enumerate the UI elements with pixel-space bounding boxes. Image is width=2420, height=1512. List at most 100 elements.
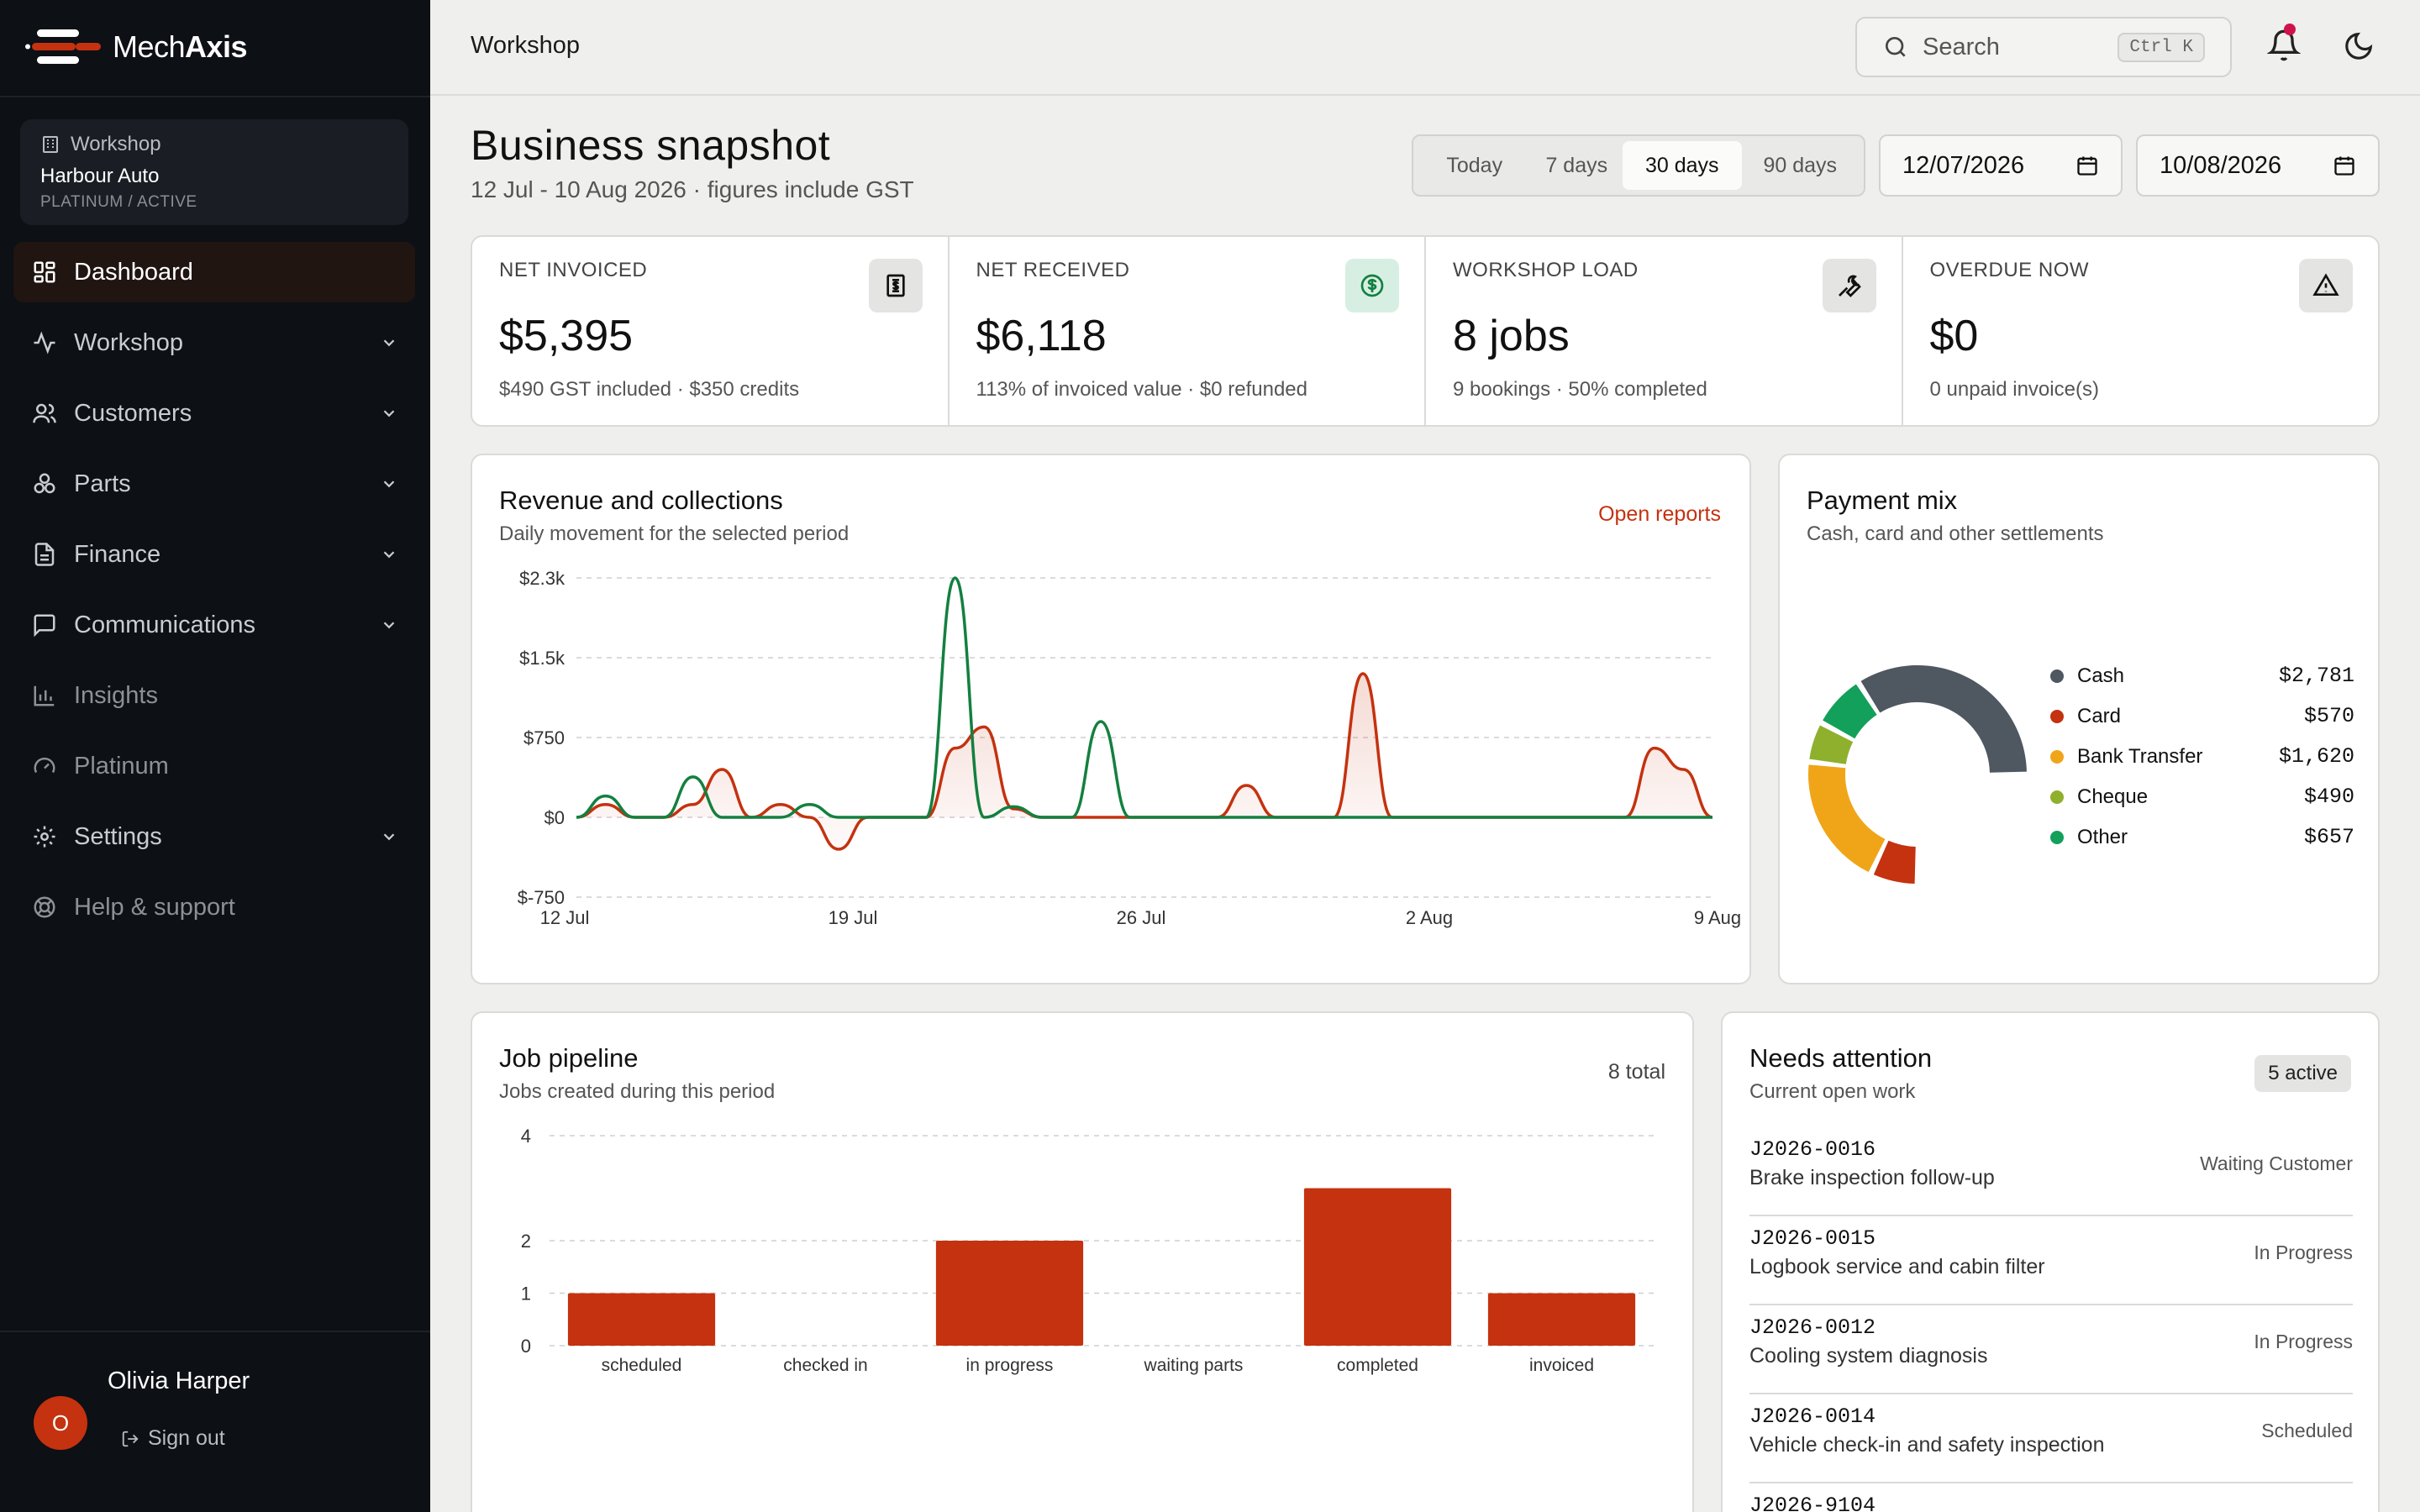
app-logo[interactable]: MechAxis xyxy=(25,22,248,72)
status-badge: 5 active xyxy=(2254,1055,2351,1092)
bar-chart-icon xyxy=(30,681,59,710)
job-code: J2026-0014 xyxy=(1749,1404,1876,1429)
lifebuoy-icon xyxy=(30,893,59,921)
warning-icon xyxy=(2299,259,2353,312)
page-subtitle: 12 Jul - 10 Aug 2026 · figures include G… xyxy=(471,176,914,202)
sidebar-item-help[interactable]: Help & support xyxy=(13,877,415,937)
legend-swatch xyxy=(2050,830,2064,844)
kpi-note: 113% of invoiced value · $0 refunded xyxy=(976,378,1308,401)
sidebar-item-workshop[interactable]: Workshop xyxy=(13,312,415,373)
date-to-input[interactable]: 10/08/2026 xyxy=(2136,134,2380,197)
sidebar-item-label: Customers xyxy=(74,399,192,427)
job-status: In Progress xyxy=(2254,1331,2353,1352)
legend-label: Cheque xyxy=(2077,785,2149,808)
kpi-label: OVERDUE NOW xyxy=(1929,259,2090,281)
card-title: Job pipeline xyxy=(499,1043,639,1073)
open-reports-link[interactable]: Open reports xyxy=(1598,502,1721,526)
job-pipeline-chart: 4 2 1 0 scheduled checked in in progress waitin… xyxy=(521,1126,1654,1375)
sign-out-button[interactable]: Sign out xyxy=(121,1426,225,1451)
sidebar-divider xyxy=(0,96,430,97)
kpi-strip: NET INVOICED $5,395 $490 GST included · … xyxy=(471,235,2380,427)
search-input[interactable]: Search Ctrl K xyxy=(1855,17,2232,77)
y-tick-label: $-750 xyxy=(518,887,565,908)
activity-icon xyxy=(30,328,59,357)
list-item[interactable]: J2026-0015 Logbook service and cabin filt… xyxy=(1749,1216,2353,1305)
list-item[interactable]: J2026-0016 Brake inspection follow-up Wait… xyxy=(1749,1127,2353,1216)
kpi-overdue-now[interactable]: OVERDUE NOW $0 0 unpaid invoice(s) xyxy=(1903,237,2379,425)
job-code: J2026-0015 xyxy=(1749,1226,1876,1251)
chevron-down-icon xyxy=(383,480,395,488)
legend-value: $2,781 xyxy=(2278,664,2354,688)
card-title: Revenue and collections xyxy=(499,486,783,515)
sidebar-item-dashboard[interactable]: Dashboard xyxy=(13,242,415,302)
donut-slice xyxy=(1873,840,1916,884)
receipt-icon xyxy=(868,259,923,312)
kpi-value: $0 xyxy=(1929,312,1979,360)
sidebar-nav: Dashboard Workshop Customers Parts Finan… xyxy=(13,242,415,948)
users-icon xyxy=(30,399,59,428)
sidebar-item-label: Help & support xyxy=(74,893,235,921)
gear-icon xyxy=(30,822,59,851)
range-7-days[interactable]: 7 days xyxy=(1545,153,1608,177)
list-item[interactable]: J2026-0012 Cooling system diagnosis In Pro… xyxy=(1749,1305,2353,1394)
legend-bank-transfer: Bank Transfer $1,620 xyxy=(2050,744,2354,769)
sidebar-item-settings[interactable]: Settings xyxy=(13,806,415,867)
job-description: Vehicle check-in and safety inspection xyxy=(1749,1433,2105,1457)
sidebar-item-finance[interactable]: Finance xyxy=(13,524,415,585)
sidebar-item-platinum[interactable]: Platinum xyxy=(13,736,415,796)
sidebar-item-parts[interactable]: Parts xyxy=(13,454,415,514)
message-icon xyxy=(30,611,59,639)
job-code: J2026-9104 xyxy=(1749,1494,1876,1512)
pipeline-total: 8 total xyxy=(1607,1060,1665,1084)
breadcrumb[interactable]: Workshop xyxy=(471,32,581,59)
kpi-workshop-load[interactable]: WORKSHOP LOAD 8 jobs 9 bookings · 50% co… xyxy=(1426,237,1903,425)
y-tick-label: $2.3k xyxy=(519,568,566,589)
sidebar-item-communications[interactable]: Communications xyxy=(13,595,415,655)
bell-icon[interactable] xyxy=(2267,29,2301,62)
moon-icon[interactable] xyxy=(2343,30,2375,62)
x-tick-label: in progress xyxy=(966,1356,1054,1375)
x-tick-label: 12 Jul xyxy=(540,907,590,928)
parts-icon xyxy=(30,470,59,498)
job-code: J2026-0012 xyxy=(1749,1315,1876,1340)
list-item[interactable]: J2026-9104 xyxy=(1749,1483,2353,1512)
building-icon xyxy=(43,136,58,153)
sidebar-item-insights[interactable]: Insights xyxy=(13,665,415,726)
user-name: Olivia Harper xyxy=(108,1368,250,1394)
sidebar-item-label: Parts xyxy=(74,470,131,497)
legend-other: Other $657 xyxy=(2050,825,2354,849)
workshop-tier: PLATINUM / ACTIVE xyxy=(40,193,197,211)
range-30-days[interactable]: 30 days xyxy=(1623,141,1742,190)
list-item[interactable]: J2026-0014 Vehicle check-in and safety in… xyxy=(1749,1394,2353,1483)
y-tick-label: $0 xyxy=(544,807,565,828)
workshop-switcher[interactable]: Workshop Harbour Auto PLATINUM / ACTIVE xyxy=(20,119,408,225)
x-tick-label: waiting parts xyxy=(1144,1356,1244,1375)
x-tick-label: invoiced xyxy=(1529,1356,1594,1375)
x-tick-label: completed xyxy=(1337,1356,1418,1375)
sign-out-label: Sign out xyxy=(148,1426,225,1450)
dashboard-icon xyxy=(30,258,59,286)
donut-slice xyxy=(1808,764,1886,873)
donut-slice xyxy=(1860,665,2027,773)
date-from-input[interactable]: 12/07/2026 xyxy=(1879,134,2123,197)
workshop-name: Harbour Auto xyxy=(40,165,160,187)
card-title: Needs attention xyxy=(1749,1043,1933,1073)
range-selector: Today 7 days 30 days 90 days xyxy=(1412,134,1865,197)
bar xyxy=(935,1241,1084,1346)
job-status: In Progress xyxy=(2254,1242,2353,1263)
job-pipeline-card: Job pipeline Jobs created during this pe… xyxy=(471,1011,1694,1512)
legend-swatch xyxy=(2050,790,2064,804)
legend-value: $570 xyxy=(2303,704,2354,728)
kpi-net-received[interactable]: NET RECEIVED $6,118 113% of invoiced val… xyxy=(950,237,1426,425)
sidebar-item-label: Insights xyxy=(74,681,158,709)
avatar[interactable]: O xyxy=(34,1396,87,1450)
calendar-icon xyxy=(2334,156,2354,176)
top-bar: Workshop Search Ctrl K xyxy=(430,0,2420,96)
range-90-days[interactable]: 90 days xyxy=(1763,153,1838,177)
kpi-net-invoiced[interactable]: NET INVOICED $5,395 $490 GST included · … xyxy=(472,237,950,425)
sidebar-item-customers[interactable]: Customers xyxy=(13,383,415,444)
bar xyxy=(1487,1293,1636,1346)
range-today[interactable]: Today xyxy=(1446,153,1503,177)
bar xyxy=(1303,1188,1452,1346)
